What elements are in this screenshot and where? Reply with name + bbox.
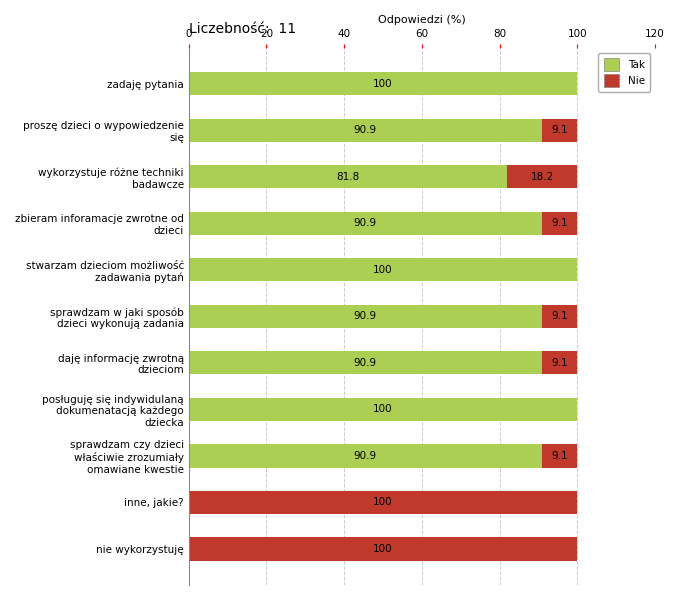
Bar <box>542 305 577 328</box>
Text: 90.9: 90.9 <box>354 125 377 135</box>
Bar <box>542 212 577 235</box>
Text: 100: 100 <box>373 404 393 415</box>
Text: 18.2: 18.2 <box>530 172 554 182</box>
Text: 90.9: 90.9 <box>354 311 377 321</box>
Bar <box>189 351 542 374</box>
Text: 100: 100 <box>373 79 393 89</box>
Text: 90.9: 90.9 <box>354 218 377 228</box>
Text: 81.8: 81.8 <box>336 172 359 182</box>
Bar <box>507 165 577 188</box>
Text: 100: 100 <box>373 265 393 275</box>
Bar <box>189 72 577 95</box>
Bar <box>542 351 577 374</box>
Bar <box>189 119 542 142</box>
Text: Liczebność:  11: Liczebność: 11 <box>189 22 296 35</box>
Text: 100: 100 <box>373 497 393 508</box>
Legend: Tak, Nie: Tak, Nie <box>598 53 650 92</box>
Bar <box>189 538 577 560</box>
Text: 9.1: 9.1 <box>551 311 568 321</box>
Text: 90.9: 90.9 <box>354 451 377 461</box>
Bar <box>189 398 577 421</box>
Bar <box>542 119 577 142</box>
Text: 100: 100 <box>373 544 393 554</box>
X-axis label: Odpowiedzi (%): Odpowiedzi (%) <box>378 15 466 25</box>
Bar <box>189 258 577 281</box>
Text: 90.9: 90.9 <box>354 358 377 368</box>
Bar <box>189 444 542 467</box>
Bar <box>542 444 577 467</box>
Bar <box>189 165 507 188</box>
Text: 9.1: 9.1 <box>551 451 568 461</box>
Text: 9.1: 9.1 <box>551 218 568 228</box>
Bar <box>189 212 542 235</box>
Text: 9.1: 9.1 <box>551 358 568 368</box>
Bar <box>189 305 542 328</box>
Bar <box>189 491 577 514</box>
Text: 9.1: 9.1 <box>551 125 568 135</box>
